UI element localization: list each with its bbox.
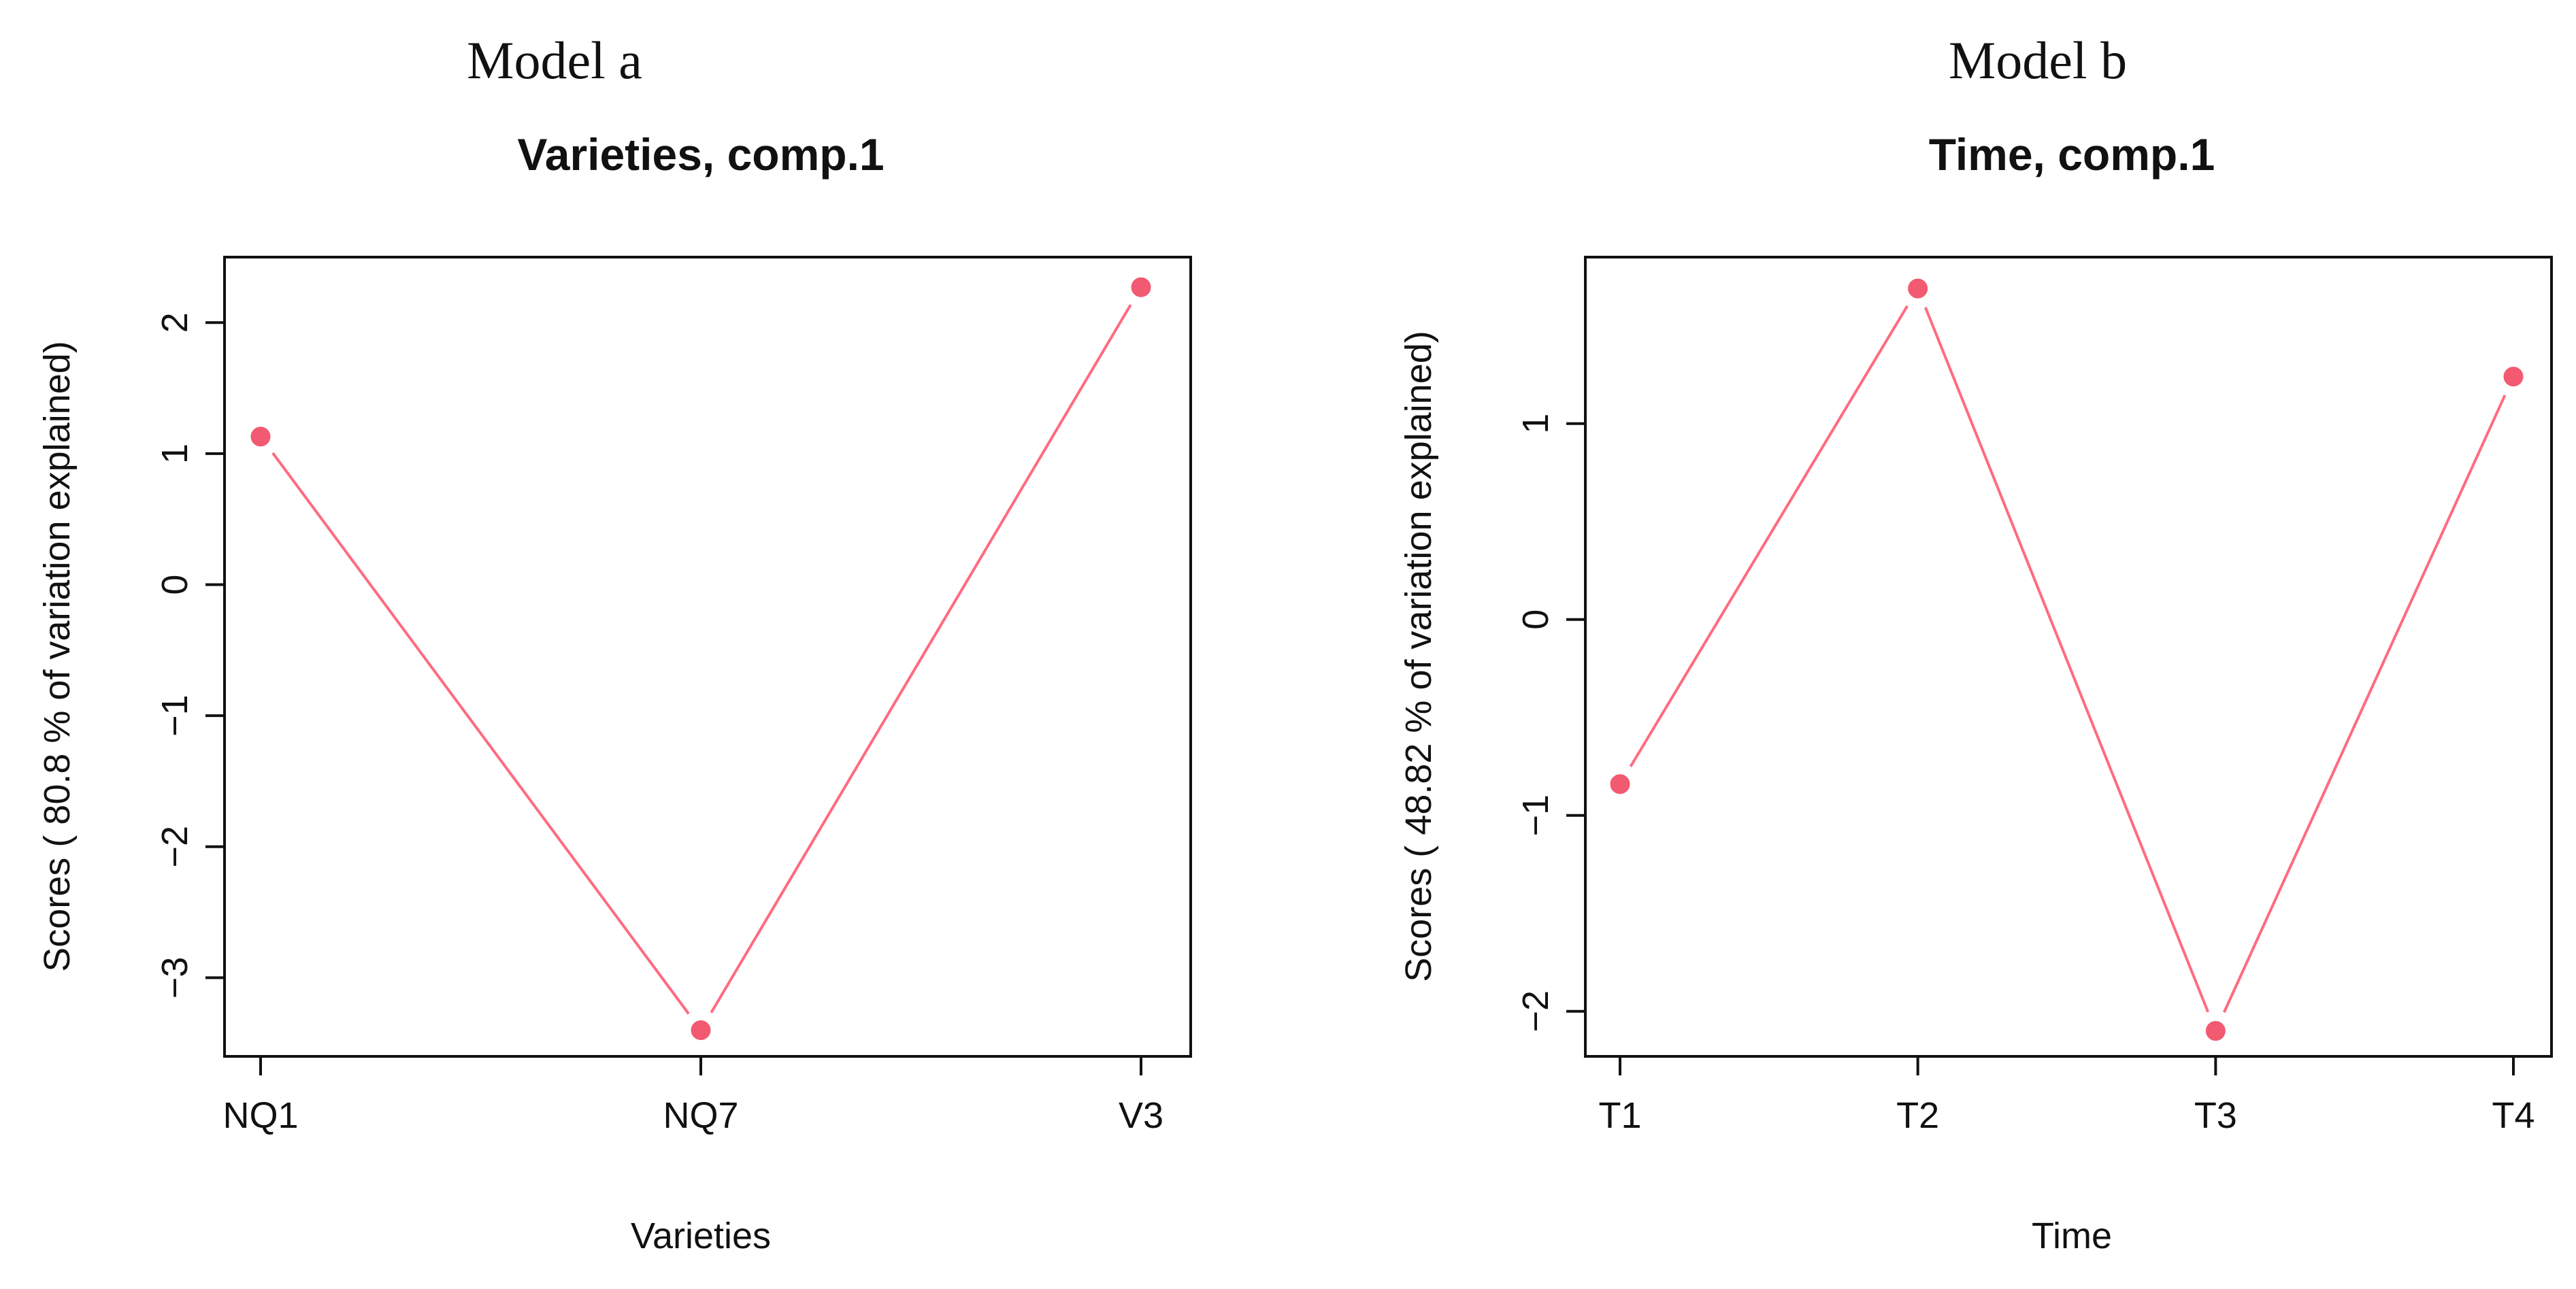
x-axis-label: Time <box>2032 1216 2112 1256</box>
panel-label: Model b <box>1949 31 2127 90</box>
x-tick-label: T4 <box>2492 1095 2534 1136</box>
series-line-segment <box>271 452 690 1015</box>
x-tick-label: T3 <box>2194 1095 2237 1136</box>
y-tick-label: 1 <box>1515 414 1556 434</box>
plot-frame <box>1584 256 2553 1058</box>
y-tick-label: −1 <box>1515 794 1556 837</box>
y-tick-label: −2 <box>1515 990 1556 1033</box>
x-tick-label: NQ1 <box>222 1095 298 1136</box>
chart-panel-model-b: Model b Time, comp.1 Time Scores ( 48.82… <box>1288 0 2576 1289</box>
chart-panel-model-a: Model a Varieties, comp.1 Varieties Scor… <box>37 31 1192 1256</box>
chart-b-svg: Model b Time, comp.1 Time Scores ( 48.82… <box>1398 31 2553 1256</box>
data-point <box>1904 275 1932 302</box>
data-point <box>1606 771 1634 798</box>
y-tick-label: −2 <box>154 826 195 868</box>
data-point <box>687 1016 714 1043</box>
x-tick-label: V3 <box>1119 1095 1163 1136</box>
y-tick-label: 2 <box>154 312 195 333</box>
series-line-segment <box>2222 395 2507 1014</box>
data-point <box>2202 1018 2229 1045</box>
y-axis-label: Scores ( 80.8 % of variation explained) <box>37 341 78 972</box>
x-tick-label: T1 <box>1598 1095 1641 1136</box>
chart-title: Varieties, comp.1 <box>517 129 884 180</box>
series-line-segment <box>1923 307 2210 1013</box>
y-tick-label: −1 <box>154 694 195 737</box>
x-tick-label: NQ7 <box>663 1095 738 1136</box>
y-tick-label: 1 <box>154 443 195 464</box>
x-tick-label: T2 <box>1896 1095 1939 1136</box>
y-tick-label: −3 <box>154 957 195 999</box>
series-line-segment <box>1629 305 1909 768</box>
data-point <box>1127 273 1155 301</box>
data-point <box>247 423 274 450</box>
y-tick-label: 0 <box>154 575 195 595</box>
x-axis-label: Varieties <box>631 1216 771 1256</box>
data-point <box>2500 363 2527 390</box>
chart-a-svg: Model a Varieties, comp.1 Varieties Scor… <box>37 31 1192 1256</box>
chart-title: Time, comp.1 <box>1929 129 2215 180</box>
panel-label: Model a <box>467 31 642 90</box>
series-line-segment <box>710 304 1132 1014</box>
y-tick-label: 0 <box>1515 609 1556 630</box>
plot-frame <box>223 256 1192 1058</box>
y-axis-label: Scores ( 48.82 % of variation explained) <box>1398 331 1439 982</box>
